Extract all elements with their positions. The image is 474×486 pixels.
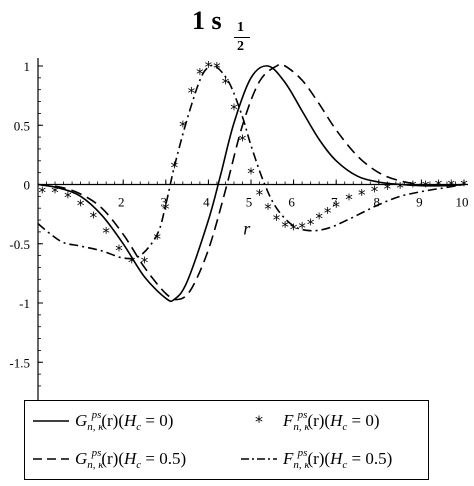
series-layer: * * * ***** ******* * ******** * * * * * * * * * * * * * * * *… bbox=[37, 58, 468, 303]
series-f-hc0-point: * bbox=[345, 191, 353, 209]
x-tick-label: 9 bbox=[416, 195, 423, 210]
title-main: 1 s bbox=[192, 6, 222, 35]
series-f-hc0-point: * bbox=[384, 180, 392, 198]
legend-sample-solid bbox=[33, 420, 69, 422]
legend-sample-stars: * bbox=[255, 412, 263, 431]
x-tick-label: 7 bbox=[331, 195, 338, 210]
x-tick-label: 5 bbox=[246, 195, 253, 210]
title-text: 1 s bbox=[192, 6, 222, 36]
series-f-hc0-point: * bbox=[230, 101, 238, 119]
series-f-hc0-point: * bbox=[222, 75, 230, 93]
series-f-hc0-point: * bbox=[358, 186, 366, 204]
series-f-hc0-point: * bbox=[247, 165, 255, 183]
series-g-hc0-line bbox=[37, 65, 465, 303]
legend-label: Gn, κps(r)(Hc = 0) bbox=[75, 409, 174, 433]
series-f-hc0-point: * bbox=[273, 211, 281, 229]
series-f-hc0-point: * bbox=[179, 117, 187, 135]
series-f-hc0-point: * bbox=[332, 198, 340, 216]
y-tick-label: -1.5 bbox=[9, 355, 30, 370]
legend-label: Gn, κps(r)(Hc = 0.5) bbox=[75, 447, 187, 471]
series-f-hc0-point: * bbox=[128, 254, 136, 272]
series-f-hc0-point: * bbox=[102, 224, 110, 242]
series-f-hc0-point: * bbox=[162, 200, 170, 218]
series-f-hc0-point: * bbox=[298, 219, 306, 237]
series-f-hc0-point: * bbox=[307, 216, 315, 234]
chart-title: 1 s 1 2 bbox=[192, 0, 262, 62]
x-tick-label: 4 bbox=[203, 195, 210, 210]
legend-sample-dashdot bbox=[241, 458, 277, 460]
series-f-hc0-point: * bbox=[460, 177, 468, 195]
y-tick-label: -1 bbox=[19, 296, 30, 311]
series-f-hc0-point: * bbox=[171, 159, 179, 177]
legend-sample-dashed bbox=[33, 458, 69, 460]
series-f-hc0-point: * bbox=[256, 186, 264, 204]
series-f-hc0-point: * bbox=[77, 197, 85, 215]
legend-item-g-hc0: Gn, κps(r)(Hc = 0) bbox=[31, 403, 221, 439]
series-f-hc0-point: * bbox=[196, 65, 204, 83]
legend-item-f-hc05: Fn, κps(r)(Hc = 0.5) bbox=[239, 441, 425, 477]
series-f-hc0-point: * bbox=[239, 131, 247, 149]
legend-label: Fn, κps(r)(Hc = 0) bbox=[283, 409, 380, 433]
series-f-hc0-point: * bbox=[315, 210, 323, 228]
series-f-hc0-point: * bbox=[264, 200, 272, 218]
legend: Gn, κps(r)(Hc = 0) * Fn, κps(r)(Hc = 0) … bbox=[24, 400, 429, 480]
x-tick-label: 2 bbox=[118, 195, 125, 210]
x-tick-label: 10 bbox=[456, 195, 469, 210]
x-tick-label: 3 bbox=[161, 195, 168, 210]
series-f-hc0-point: * bbox=[435, 177, 443, 195]
x-tick-label: 6 bbox=[288, 195, 295, 210]
series-f-hc0-point: * bbox=[371, 182, 379, 200]
series-f-hc0-point: * bbox=[409, 178, 417, 196]
axes: 1 0.5 0 -0.5 -1 -1.5 2 3 4 5 6 7 8 9 10 r bbox=[9, 58, 469, 400]
series-f-hc0-point: * bbox=[396, 179, 404, 197]
series-f-hc0-point: * bbox=[51, 184, 59, 202]
title-fraction-denominator: 2 bbox=[237, 39, 244, 54]
series-f-hc0-point: * bbox=[154, 230, 162, 248]
svg-text:*: * bbox=[255, 412, 263, 431]
series-f-hc05-line bbox=[37, 64, 465, 260]
series-f-hc0-point: * bbox=[90, 208, 98, 226]
legend-item-g-hc05: Gn, κps(r)(Hc = 0.5) bbox=[31, 441, 231, 477]
series-f-hc0-point: * bbox=[141, 254, 149, 272]
series-f-hc0-point: * bbox=[447, 177, 455, 195]
x-axis-label: r bbox=[243, 219, 251, 239]
series-f-hc0-point: * bbox=[64, 188, 72, 206]
series-f-hc0-point: * bbox=[205, 58, 213, 76]
series-f-hc0-point: * bbox=[324, 204, 332, 222]
y-tick-label: 0 bbox=[24, 178, 31, 193]
x-tick-label: 8 bbox=[374, 195, 381, 210]
series-f-hc0-point: * bbox=[422, 178, 430, 196]
series-f-hc0-point: * bbox=[39, 184, 47, 202]
series-f-hc0-point: * bbox=[115, 242, 123, 260]
legend-item-f-hc0: * Fn, κps(r)(Hc = 0) bbox=[239, 403, 425, 439]
title-fraction-numerator: 1 bbox=[237, 20, 244, 35]
y-tick-label: -0.5 bbox=[9, 237, 30, 252]
title-fraction-bar bbox=[234, 37, 250, 39]
y-tick-label: 0.5 bbox=[14, 118, 30, 133]
legend-label: Fn, κps(r)(Hc = 0.5) bbox=[283, 447, 393, 471]
series-f-hc0-point: * bbox=[188, 84, 196, 102]
y-tick-label: 1 bbox=[24, 59, 31, 74]
series-f-hc0-point: * bbox=[290, 220, 298, 238]
series-f-hc0-point: * bbox=[281, 218, 289, 236]
series-g-hc05-line bbox=[37, 63, 465, 301]
